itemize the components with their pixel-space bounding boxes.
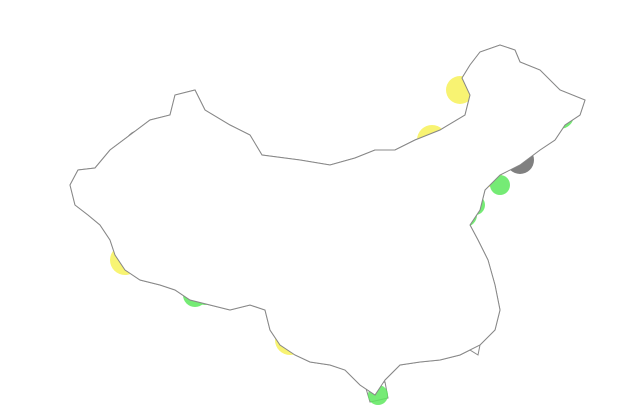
country-outline-overlay [70,45,585,395]
